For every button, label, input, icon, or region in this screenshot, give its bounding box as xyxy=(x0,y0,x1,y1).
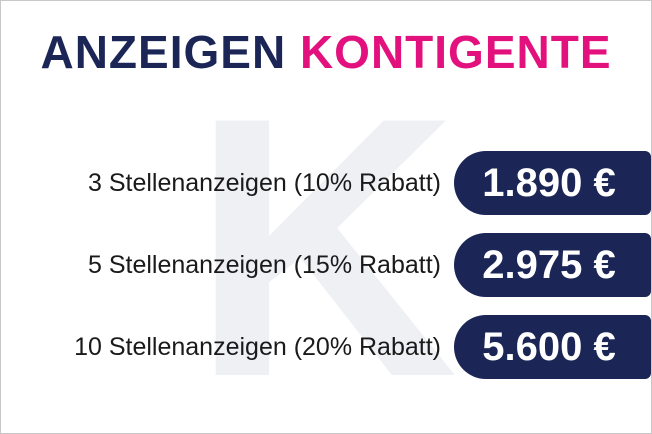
price-text: 2.975 € xyxy=(482,243,616,287)
price-badge xyxy=(454,151,651,215)
row-label: 10 Stellenanzeigen (20% Rabatt) xyxy=(74,333,441,361)
price-text: 1.890 € xyxy=(482,161,616,205)
price-row: 3 Stellenanzeigen (10% Rabatt) 1.890 € xyxy=(1,151,651,215)
price-badge xyxy=(454,233,651,297)
price-row: 10 Stellenanzeigen (20% Rabatt) 5.600 € xyxy=(1,315,651,379)
watermark: K xyxy=(191,41,459,434)
row-label: 5 Stellenanzeigen (15% Rabatt) xyxy=(87,251,441,279)
price-row: 5 Stellenanzeigen (15% Rabatt) 2.975 € xyxy=(1,233,651,297)
price-text: 5.600 € xyxy=(482,325,616,369)
price-badge xyxy=(454,315,651,379)
row-label: 3 Stellenanzeigen (10% Rabatt) xyxy=(87,169,441,197)
title: ANZEIGEN KONTIGENTE xyxy=(1,25,651,79)
title-part: KONTIGENTE xyxy=(299,26,612,78)
title-part: ANZEIGEN xyxy=(40,26,287,78)
